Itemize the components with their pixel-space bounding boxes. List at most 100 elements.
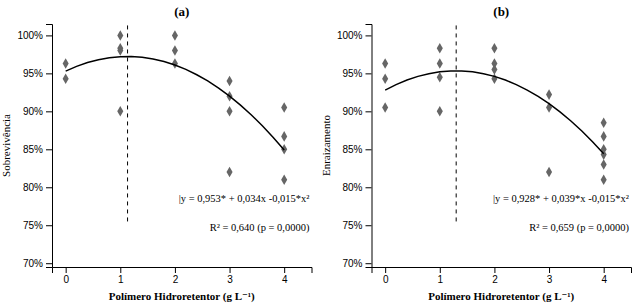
- tick-mark: [284, 267, 285, 273]
- tick-mark: [46, 149, 52, 150]
- tick-label: 80%: [23, 182, 43, 193]
- points: [63, 30, 288, 185]
- y-axis: 70% 75% 80% 85% 90% 95% 100%: [17, 25, 52, 269]
- equation: |y = 0,928* + 0,039*x -0,015*x²: [493, 193, 629, 204]
- tick-label: 70%: [23, 258, 43, 269]
- y-axis: 70%75%80%85%90%95%100%: [337, 25, 372, 269]
- equation: R² = 0,640 (p = 0,0000): [210, 222, 310, 234]
- plot-area: [382, 24, 607, 221]
- tick: 3: [227, 267, 233, 285]
- fit-line: [385, 71, 604, 154]
- tick-mark: [366, 35, 372, 36]
- tick-mark: [46, 263, 52, 264]
- tick: 95%: [342, 68, 371, 79]
- tick: 0: [63, 267, 69, 285]
- point: [601, 131, 607, 142]
- tick-mark: [66, 267, 67, 273]
- point: [172, 58, 178, 69]
- chart-svg: 0 1 2 3 4 70% 75% 80% 85% 90% 95% 100% (a) Polímero H…: [0, 0, 639, 305]
- tick-label: 4: [282, 274, 288, 285]
- tick: 80%: [23, 182, 52, 193]
- tick-label: 3: [547, 274, 553, 285]
- tick-label: 95%: [23, 68, 43, 79]
- tick: 80%: [342, 182, 371, 193]
- tick-label: 70%: [342, 258, 362, 269]
- point: [382, 73, 388, 84]
- point: [437, 43, 443, 54]
- point: [227, 167, 233, 178]
- tick: 4: [601, 267, 607, 285]
- axis-line: [46, 25, 53, 268]
- tick-label: 3: [227, 274, 233, 285]
- tick-mark: [385, 267, 386, 273]
- x-axis: 0 1 2 3 4: [372, 267, 632, 285]
- plot-area: [63, 24, 288, 221]
- tick-label: 1: [438, 274, 444, 285]
- point: [281, 131, 287, 142]
- tick-mark: [46, 73, 52, 74]
- tick: 1: [438, 267, 444, 285]
- tick-label: 95%: [342, 68, 362, 79]
- reference-line: [456, 24, 457, 221]
- y-axis-title: Sobrevivência: [0, 114, 12, 177]
- point: [172, 30, 178, 41]
- tick: 0: [383, 267, 389, 285]
- point: [281, 102, 287, 113]
- point: [281, 174, 287, 185]
- tick: 100%: [17, 30, 52, 41]
- tick: 85%: [23, 144, 52, 155]
- point: [382, 102, 388, 113]
- tick: 2: [173, 267, 179, 285]
- axis-line: [53, 268, 313, 274]
- point: [227, 106, 233, 117]
- tick-label: 75%: [23, 220, 43, 231]
- x-axis-title: Polímero Hidroretentor (g L⁻¹): [428, 290, 574, 303]
- tick-mark: [366, 263, 372, 264]
- tick: 2: [492, 267, 498, 285]
- point: [546, 167, 552, 178]
- point: [491, 64, 497, 75]
- point: [601, 159, 607, 170]
- point: [63, 73, 69, 84]
- tick: 1: [118, 267, 124, 285]
- point: [117, 106, 123, 117]
- y-axis-title: Enraizamento: [320, 114, 332, 176]
- tick: 3: [547, 267, 553, 285]
- tick-mark: [440, 267, 441, 273]
- tick-mark: [494, 267, 495, 273]
- point: [437, 72, 443, 83]
- equation: R² = 0,659 (p = 0,0000): [529, 222, 629, 234]
- tick-label: 75%: [342, 220, 362, 231]
- tick-label: 1: [118, 274, 124, 285]
- tick-mark: [46, 225, 52, 226]
- point: [437, 58, 443, 69]
- tick-mark: [230, 267, 231, 273]
- axis-line: [366, 25, 373, 268]
- tick-mark: [366, 225, 372, 226]
- point: [117, 45, 123, 56]
- point: [63, 58, 69, 69]
- point: [601, 174, 607, 185]
- x-axis-title: Polímero Hidroretentor (g L⁻¹): [109, 290, 255, 303]
- tick: 70%: [342, 258, 371, 269]
- tick-label: 0: [63, 274, 69, 285]
- tick-label: 80%: [342, 182, 362, 193]
- tick-mark: [366, 149, 372, 150]
- panel: 0123470%75%80%85%90%95%100%(b)Polímero H…: [320, 4, 632, 303]
- tick: 100%: [337, 30, 372, 41]
- tick: 4: [282, 267, 288, 285]
- point: [382, 58, 388, 69]
- tick-label: 0: [383, 274, 389, 285]
- x-axis: 0 1 2 3 4: [53, 267, 313, 285]
- panel: 0 1 2 3 4 70% 75% 80% 85% 90% 95% 100% (a) Polímero H…: [0, 4, 312, 303]
- tick: 90%: [23, 106, 52, 117]
- point: [172, 45, 178, 56]
- tick-label: 2: [173, 274, 179, 285]
- point: [227, 76, 233, 87]
- tick-label: 85%: [23, 144, 43, 155]
- tick-mark: [46, 111, 52, 112]
- tick-mark: [120, 267, 121, 273]
- tick-label: 85%: [342, 144, 362, 155]
- tick-mark: [366, 73, 372, 74]
- title: (a): [174, 4, 189, 19]
